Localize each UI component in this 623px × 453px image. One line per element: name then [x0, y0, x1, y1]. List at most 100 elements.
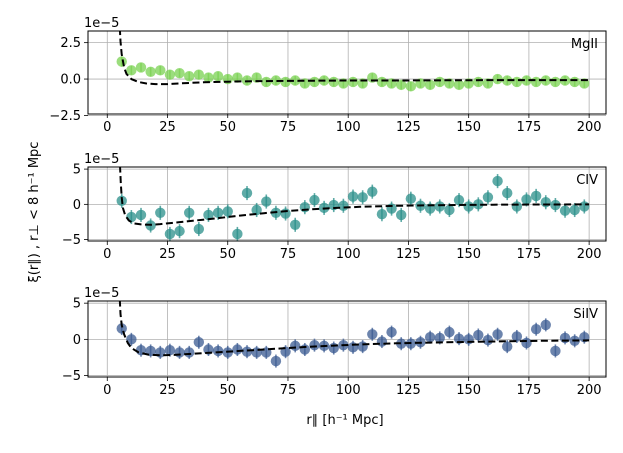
y-tick-label: 5 — [73, 163, 81, 178]
data-point — [579, 201, 590, 212]
data-point — [569, 76, 580, 88]
data-point — [241, 346, 253, 357]
data-point — [521, 194, 532, 205]
data-point — [193, 69, 205, 80]
data-point — [424, 331, 436, 343]
x-tick-label: 25 — [159, 383, 176, 398]
x-tick-label: 100 — [336, 247, 361, 262]
data-point — [309, 194, 320, 206]
model-curve — [119, 167, 590, 226]
data-point — [396, 338, 407, 349]
data-point — [396, 79, 407, 91]
x-tick-label: 0 — [103, 383, 111, 398]
data-point — [251, 204, 262, 216]
data-point — [290, 219, 301, 230]
axis-offset-label: 1e−5 — [84, 152, 119, 167]
data-point — [174, 225, 185, 237]
data-point — [347, 191, 359, 202]
data-point — [280, 76, 291, 88]
data-point — [174, 68, 185, 79]
series-label-civ: CIV — [576, 173, 598, 188]
data-point — [347, 76, 359, 88]
data-point — [530, 190, 542, 202]
x-tick-label: 200 — [577, 120, 602, 135]
data-point — [145, 66, 156, 77]
data-point — [424, 79, 436, 91]
data-point — [386, 326, 397, 338]
data-point — [550, 76, 561, 88]
data-point — [444, 204, 455, 216]
data-point — [502, 341, 513, 352]
data-point — [482, 334, 494, 346]
x-tick-label: 175 — [516, 247, 541, 262]
data-point — [492, 73, 503, 85]
x-tick-label: 125 — [396, 383, 421, 398]
data-point — [203, 209, 214, 221]
data-point — [126, 211, 137, 223]
data-point — [135, 62, 147, 73]
x-tick-label: 200 — [577, 383, 602, 398]
data-point — [530, 324, 542, 335]
y-tick-label: 5 — [73, 297, 81, 312]
data-point — [299, 344, 311, 355]
axis-offset-label: 1e−5 — [84, 286, 119, 301]
data-point — [569, 204, 580, 216]
x-tick-label: 75 — [280, 120, 297, 135]
x-tick-label: 150 — [456, 247, 481, 262]
data-point — [155, 65, 166, 76]
data-point — [135, 209, 147, 221]
data-point — [126, 334, 137, 345]
data-point — [492, 175, 503, 187]
axes-frame — [87, 30, 607, 115]
x-tick-label: 125 — [396, 120, 421, 135]
data-point — [473, 329, 484, 341]
data-point — [434, 332, 445, 344]
y-tick-label: 0 — [73, 198, 81, 213]
data-point — [502, 187, 513, 199]
data-point — [183, 70, 195, 82]
data-point — [405, 193, 417, 204]
data-point — [473, 199, 484, 210]
data-point — [232, 228, 243, 240]
data-point — [241, 187, 253, 199]
data-point — [232, 72, 243, 83]
data-point — [511, 76, 523, 88]
data-point — [405, 81, 417, 92]
data-point — [482, 192, 494, 203]
data-point — [540, 197, 551, 208]
x-tick-label: 125 — [396, 247, 421, 262]
data-point — [164, 69, 176, 80]
x-tick-label: 75 — [280, 247, 297, 262]
data-point — [183, 207, 195, 219]
y-tick-label: 2.5 — [60, 36, 81, 51]
data-point — [453, 194, 465, 206]
data-point — [126, 65, 137, 76]
x-tick-label: 0 — [103, 247, 111, 262]
data-point — [511, 331, 523, 342]
data-point — [463, 201, 474, 212]
x-tick-label: 25 — [159, 247, 176, 262]
data-point — [290, 340, 301, 352]
data-point — [328, 342, 339, 354]
data-point — [309, 76, 320, 88]
data-point — [116, 56, 127, 67]
model-curve — [118, 301, 590, 357]
data-point — [116, 323, 127, 334]
y-tick-label: 0 — [73, 333, 81, 348]
data-point — [376, 76, 388, 88]
data-point — [511, 201, 523, 212]
data-point — [193, 223, 205, 235]
data-point — [270, 75, 282, 86]
data-point — [559, 205, 571, 216]
data-point — [376, 209, 388, 220]
x-tick-label: 25 — [159, 120, 176, 135]
data-point — [164, 345, 176, 356]
data-point — [309, 339, 320, 351]
data-point — [357, 341, 368, 352]
x-tick-label: 175 — [516, 120, 541, 135]
data-point — [530, 76, 542, 88]
data-point — [212, 70, 224, 82]
data-point — [212, 345, 224, 357]
